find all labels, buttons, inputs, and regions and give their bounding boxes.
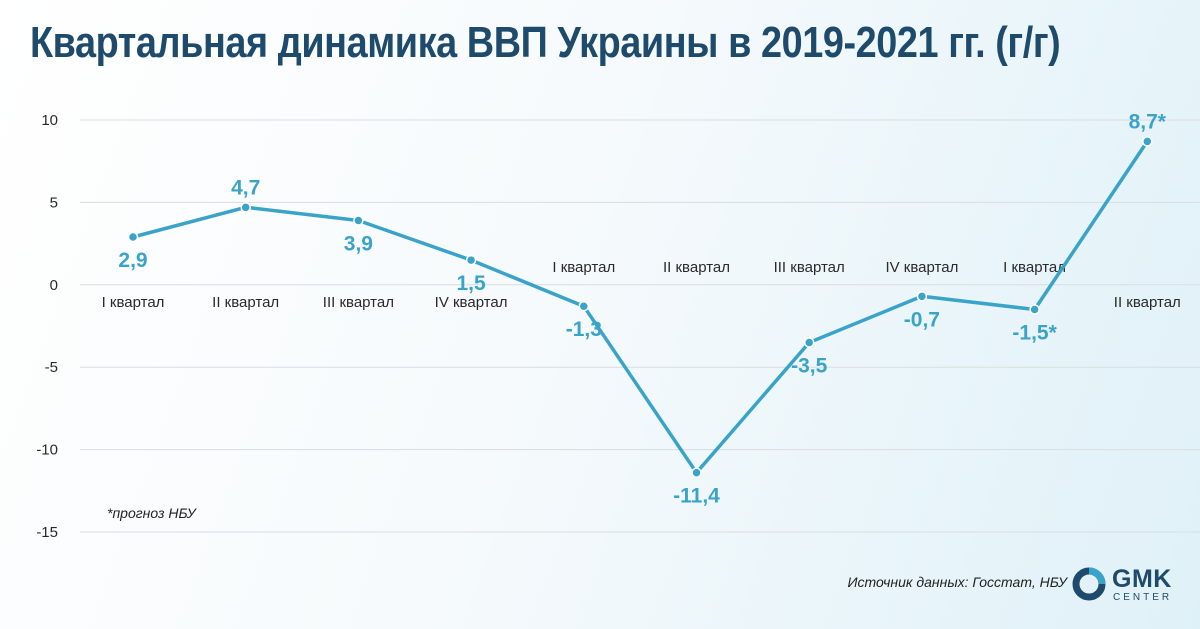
y-axis-ticks: 10 5 0 -5 -10 -15 (36, 112, 58, 541)
logo-name: GMK (1112, 565, 1172, 593)
y-tick-label: 0 (50, 277, 58, 294)
y-tick-label: -10 (36, 442, 58, 459)
data-point (127, 231, 139, 243)
x-category-label: IV квартал (885, 259, 958, 276)
source-note: Источник данных: Госстат, НБУ (847, 574, 1067, 590)
data-point (1029, 304, 1040, 315)
y-tick-label: 5 (50, 194, 58, 211)
data-value-label: 3,9 (344, 233, 373, 256)
data-point (803, 337, 815, 348)
data-value-label: 8,7* (1129, 110, 1167, 133)
y-tick-label: 10 (41, 112, 58, 129)
gridlines (80, 119, 1200, 533)
data-point (1142, 136, 1153, 147)
x-category-label: II квартал (212, 294, 279, 311)
footnote: *прогноз НБУ (107, 505, 196, 521)
x-category-label: III квартал (774, 259, 845, 276)
data-value-label: 2,9 (118, 249, 147, 272)
x-category-label: IV квартал (435, 294, 508, 311)
x-category-label: I квартал (102, 294, 165, 311)
data-point (240, 202, 251, 213)
data-value-label: -3,5 (791, 354, 828, 377)
data-value-label: 4,7 (231, 176, 260, 199)
y-tick-label: -5 (45, 359, 58, 376)
x-category-label: II квартал (1114, 294, 1181, 311)
data-value-label: -1,5* (1012, 322, 1057, 345)
x-category-label: I квартал (552, 259, 615, 276)
data-point (465, 254, 477, 266)
data-points (127, 136, 1153, 478)
y-tick-label: -15 (36, 524, 58, 541)
data-point (353, 215, 364, 226)
data-point (691, 467, 702, 478)
x-category-label: I квартал (1003, 259, 1066, 276)
data-value-label: -11,4 (673, 485, 720, 508)
x-axis-quarter-labels: I квартал II квартал III квартал IV квартал… (102, 259, 1181, 311)
x-category-label: III квартал (323, 294, 394, 311)
data-value-label: -0,7 (904, 308, 940, 331)
chart-title: Квартальная динамика ВВП Украины в 2019-… (30, 18, 1061, 67)
gdp-series-line (132, 140, 1149, 475)
data-value-label: 1,5 (456, 272, 486, 295)
data-value-labels: 2,9 4,7 3,9 1,5 -1,3 -11,4 -3,5 -0,7 -1,5* 8,7* (118, 110, 1166, 507)
data-value-label: -1,3 (566, 318, 602, 341)
data-point (916, 291, 928, 302)
gmk-logo-icon (1072, 567, 1106, 601)
gmk-center-logo: GMK CENTER (1072, 565, 1182, 609)
x-category-label: II квартал (663, 259, 730, 276)
data-point (578, 300, 590, 312)
logo-subtitle: CENTER (1113, 592, 1173, 603)
